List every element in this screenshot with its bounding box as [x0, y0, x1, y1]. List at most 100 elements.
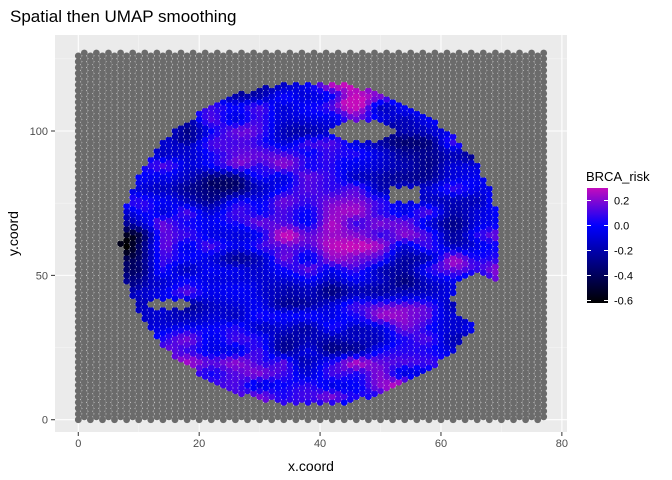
- tissue-spot: [407, 309, 415, 317]
- tissue-spot: [407, 332, 415, 340]
- tissue-spot: [129, 222, 137, 230]
- background-spot: [461, 98, 469, 106]
- tissue-spot: [189, 326, 197, 334]
- tissue-spot: [244, 202, 251, 210]
- tissue-spot: [262, 211, 270, 219]
- tissue-spot: [177, 217, 185, 224]
- background-spot: [111, 318, 118, 325]
- background-spot: [201, 78, 209, 86]
- tissue-spot: [473, 191, 481, 198]
- tissue-spot: [238, 228, 245, 236]
- background-spot: [479, 118, 487, 126]
- background-spot: [111, 364, 118, 372]
- background-spot: [437, 52, 445, 60]
- tissue-spot: [292, 352, 300, 360]
- background-spot: [407, 84, 415, 92]
- tissue-spot: [371, 199, 378, 207]
- tissue-spot: [304, 393, 312, 400]
- background-spot: [316, 410, 324, 418]
- background-spot: [219, 75, 227, 83]
- background-spot: [365, 410, 372, 418]
- tissue-spot: [201, 113, 209, 120]
- background-spot: [498, 58, 505, 66]
- tissue-spot: [395, 326, 403, 334]
- background-spot: [534, 116, 542, 123]
- background-spot: [111, 173, 118, 181]
- background-spot: [183, 370, 191, 377]
- background-spot: [286, 61, 294, 68]
- tissue-spot: [298, 298, 306, 305]
- background-spot: [407, 194, 415, 201]
- background-spot: [473, 272, 481, 279]
- background-spot: [105, 61, 112, 68]
- background-spot: [504, 95, 511, 103]
- background-spot: [473, 358, 481, 366]
- background-spot: [74, 312, 82, 320]
- tissue-spot: [183, 283, 191, 291]
- background-spot: [437, 81, 445, 89]
- tissue-spot: [268, 156, 276, 164]
- tissue-spot: [250, 228, 257, 236]
- background-spot: [111, 214, 118, 222]
- tissue-spot: [268, 87, 276, 94]
- background-spot: [87, 248, 94, 256]
- tissue-spot: [340, 110, 348, 118]
- background-spot: [87, 399, 94, 406]
- tissue-spot: [413, 370, 421, 377]
- background-spot: [346, 124, 354, 132]
- tissue-spot: [177, 222, 185, 230]
- tissue-spot: [316, 185, 324, 193]
- background-spot: [534, 69, 542, 77]
- background-spot: [498, 87, 505, 94]
- tissue-spot: [250, 292, 257, 299]
- background-spot: [159, 110, 167, 118]
- background-spot: [467, 61, 475, 68]
- background-spot: [123, 104, 130, 112]
- background-spot: [322, 407, 330, 415]
- tissue-spot: [383, 176, 390, 184]
- background-spot: [479, 274, 487, 282]
- tissue-spot: [226, 367, 233, 374]
- tissue-spot: [141, 298, 149, 305]
- tissue-spot: [177, 228, 185, 236]
- tissue-spot: [371, 205, 378, 213]
- tissue-spot: [280, 121, 288, 129]
- tissue-spot: [328, 347, 336, 354]
- tissue-spot: [359, 269, 366, 276]
- background-spot: [147, 110, 155, 118]
- tissue-spot: [141, 165, 149, 172]
- background-spot: [268, 416, 276, 424]
- tissue-spot: [256, 277, 263, 285]
- tissue-spot: [316, 98, 324, 106]
- tissue-spot: [165, 165, 173, 172]
- tissue-spot: [226, 130, 233, 138]
- background-spot: [365, 81, 372, 89]
- background-spot: [540, 269, 548, 276]
- tissue-spot: [328, 323, 336, 331]
- tissue-spot: [274, 286, 282, 294]
- background-spot: [498, 260, 505, 268]
- tissue-spot: [268, 358, 276, 366]
- background-spot: [340, 58, 348, 66]
- tissue-spot: [467, 269, 475, 276]
- background-spot: [123, 110, 130, 118]
- background-spot: [485, 347, 493, 354]
- background-spot: [135, 341, 143, 349]
- tissue-spot: [461, 260, 469, 268]
- background-spot: [93, 159, 100, 167]
- tissue-spot: [141, 205, 149, 213]
- background-spot: [93, 72, 100, 80]
- tissue-spot: [274, 332, 282, 340]
- tissue-spot: [226, 217, 233, 224]
- background-spot: [105, 78, 112, 86]
- tissue-spot: [153, 280, 161, 288]
- background-spot: [123, 81, 130, 89]
- background-spot: [93, 170, 100, 178]
- tissue-spot: [201, 367, 209, 374]
- tissue-spot: [413, 329, 421, 337]
- tissue-spot: [365, 179, 372, 187]
- background-spot: [492, 107, 499, 115]
- tissue-spot: [177, 205, 185, 213]
- tissue-spot: [292, 243, 300, 250]
- tissue-spot: [292, 323, 300, 331]
